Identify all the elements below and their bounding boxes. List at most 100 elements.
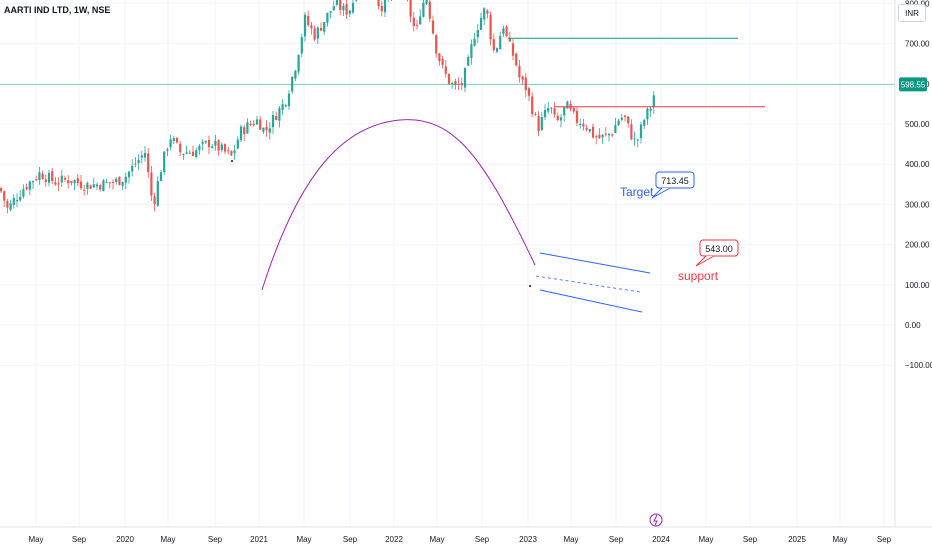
candle-body <box>572 107 575 112</box>
candle-body <box>595 136 598 138</box>
candle-body <box>246 122 249 134</box>
candle-body <box>479 17 483 30</box>
candle-body <box>313 28 316 40</box>
marker-dot <box>231 160 233 162</box>
candle-body <box>166 149 169 151</box>
candle-body <box>303 14 307 37</box>
event-lightning-icon[interactable] <box>649 513 663 527</box>
candle-body <box>380 5 383 12</box>
candle-body <box>547 108 550 112</box>
candle-body <box>377 0 380 7</box>
candle-body <box>281 104 284 110</box>
candle-body <box>118 176 121 185</box>
y-tick-label: 500.00 <box>905 120 930 129</box>
candle-body <box>185 152 188 154</box>
x-tick-label: 2022 <box>385 535 403 544</box>
candle-body <box>556 115 559 121</box>
candle-body <box>335 0 339 5</box>
candle-body <box>15 200 19 202</box>
candle-body <box>127 171 131 178</box>
candle-body <box>12 198 15 205</box>
candle-body <box>211 146 214 148</box>
candle-body <box>131 165 134 172</box>
candle-body <box>297 55 300 72</box>
candle-body <box>67 180 70 184</box>
candle-body <box>351 2 355 13</box>
x-tick-label: 2021 <box>250 535 268 544</box>
target-value: 713.45 <box>661 176 689 186</box>
support-callout-box <box>699 239 739 257</box>
x-tick-label: Sep <box>475 535 490 544</box>
rounding-top-arc <box>261 119 536 291</box>
candle-body <box>614 125 617 134</box>
x-tick-label: 2023 <box>519 535 537 544</box>
x-tick-label: 2024 <box>652 535 670 544</box>
candle-body <box>175 137 179 143</box>
candle-body <box>44 179 47 182</box>
candle-body <box>179 143 182 153</box>
candle-body <box>601 134 604 138</box>
candle-body <box>553 108 556 115</box>
candle-body <box>220 144 223 151</box>
candle-body <box>188 152 191 154</box>
x-tick-label: May <box>563 535 578 544</box>
candle-body <box>425 0 428 4</box>
time-axis[interactable]: May Sep 2020 May Sep 2021 May Sep 2022 May Sep 2023… <box>28 513 892 544</box>
lightning-glyph-icon <box>653 514 658 526</box>
candle-body <box>287 93 291 107</box>
candle-body <box>431 20 435 34</box>
y-tick-label: 400.00 <box>905 160 930 169</box>
last-price-badge <box>899 77 927 92</box>
candle-body <box>223 144 227 152</box>
support-callout-pointer <box>695 255 715 267</box>
candle-body <box>6 201 9 208</box>
candle-body <box>57 183 60 185</box>
candle-body <box>239 126 243 141</box>
target-callout-box <box>655 171 695 189</box>
candle-body <box>620 117 623 120</box>
candle-body <box>259 119 262 130</box>
candle-body <box>550 107 553 109</box>
candle-body <box>95 184 99 187</box>
candle-body <box>537 115 540 132</box>
grid-lines <box>0 0 895 527</box>
candle-body <box>342 5 345 11</box>
x-tick-label: Sep <box>743 535 758 544</box>
candle-body <box>323 22 326 32</box>
candle-body <box>195 150 198 158</box>
candle-body <box>505 26 508 37</box>
candle-body <box>419 16 422 25</box>
candle-body <box>345 4 348 15</box>
candle-body <box>444 66 447 74</box>
candle-body <box>521 76 524 80</box>
candle-body <box>463 67 467 88</box>
candle-body <box>60 175 63 183</box>
candle-body <box>294 70 297 79</box>
candle-body <box>566 101 569 109</box>
target-callout-pointer <box>651 187 671 199</box>
candle-body <box>447 73 451 84</box>
candle-body <box>607 133 611 136</box>
candle-body <box>233 150 236 154</box>
candle-body <box>636 139 639 141</box>
candle-body <box>153 196 156 205</box>
candle-body <box>524 77 527 91</box>
x-tick-label: Sep <box>877 535 892 544</box>
candle-body <box>300 37 303 54</box>
x-tick-label: Sep <box>609 535 624 544</box>
candle-body <box>563 106 566 116</box>
x-tick-label: May <box>698 535 713 544</box>
candle-body <box>540 117 543 131</box>
candle-body <box>86 183 89 189</box>
candle-body <box>156 181 159 206</box>
candle-body <box>22 189 25 197</box>
candle-body <box>617 120 620 125</box>
candle-body <box>492 39 495 50</box>
currency-button[interactable]: INR <box>898 4 926 22</box>
candle-body <box>134 163 137 165</box>
candle-body <box>339 0 342 10</box>
candle-body <box>627 116 630 124</box>
candle-body <box>428 1 431 19</box>
candle-body <box>25 186 28 189</box>
